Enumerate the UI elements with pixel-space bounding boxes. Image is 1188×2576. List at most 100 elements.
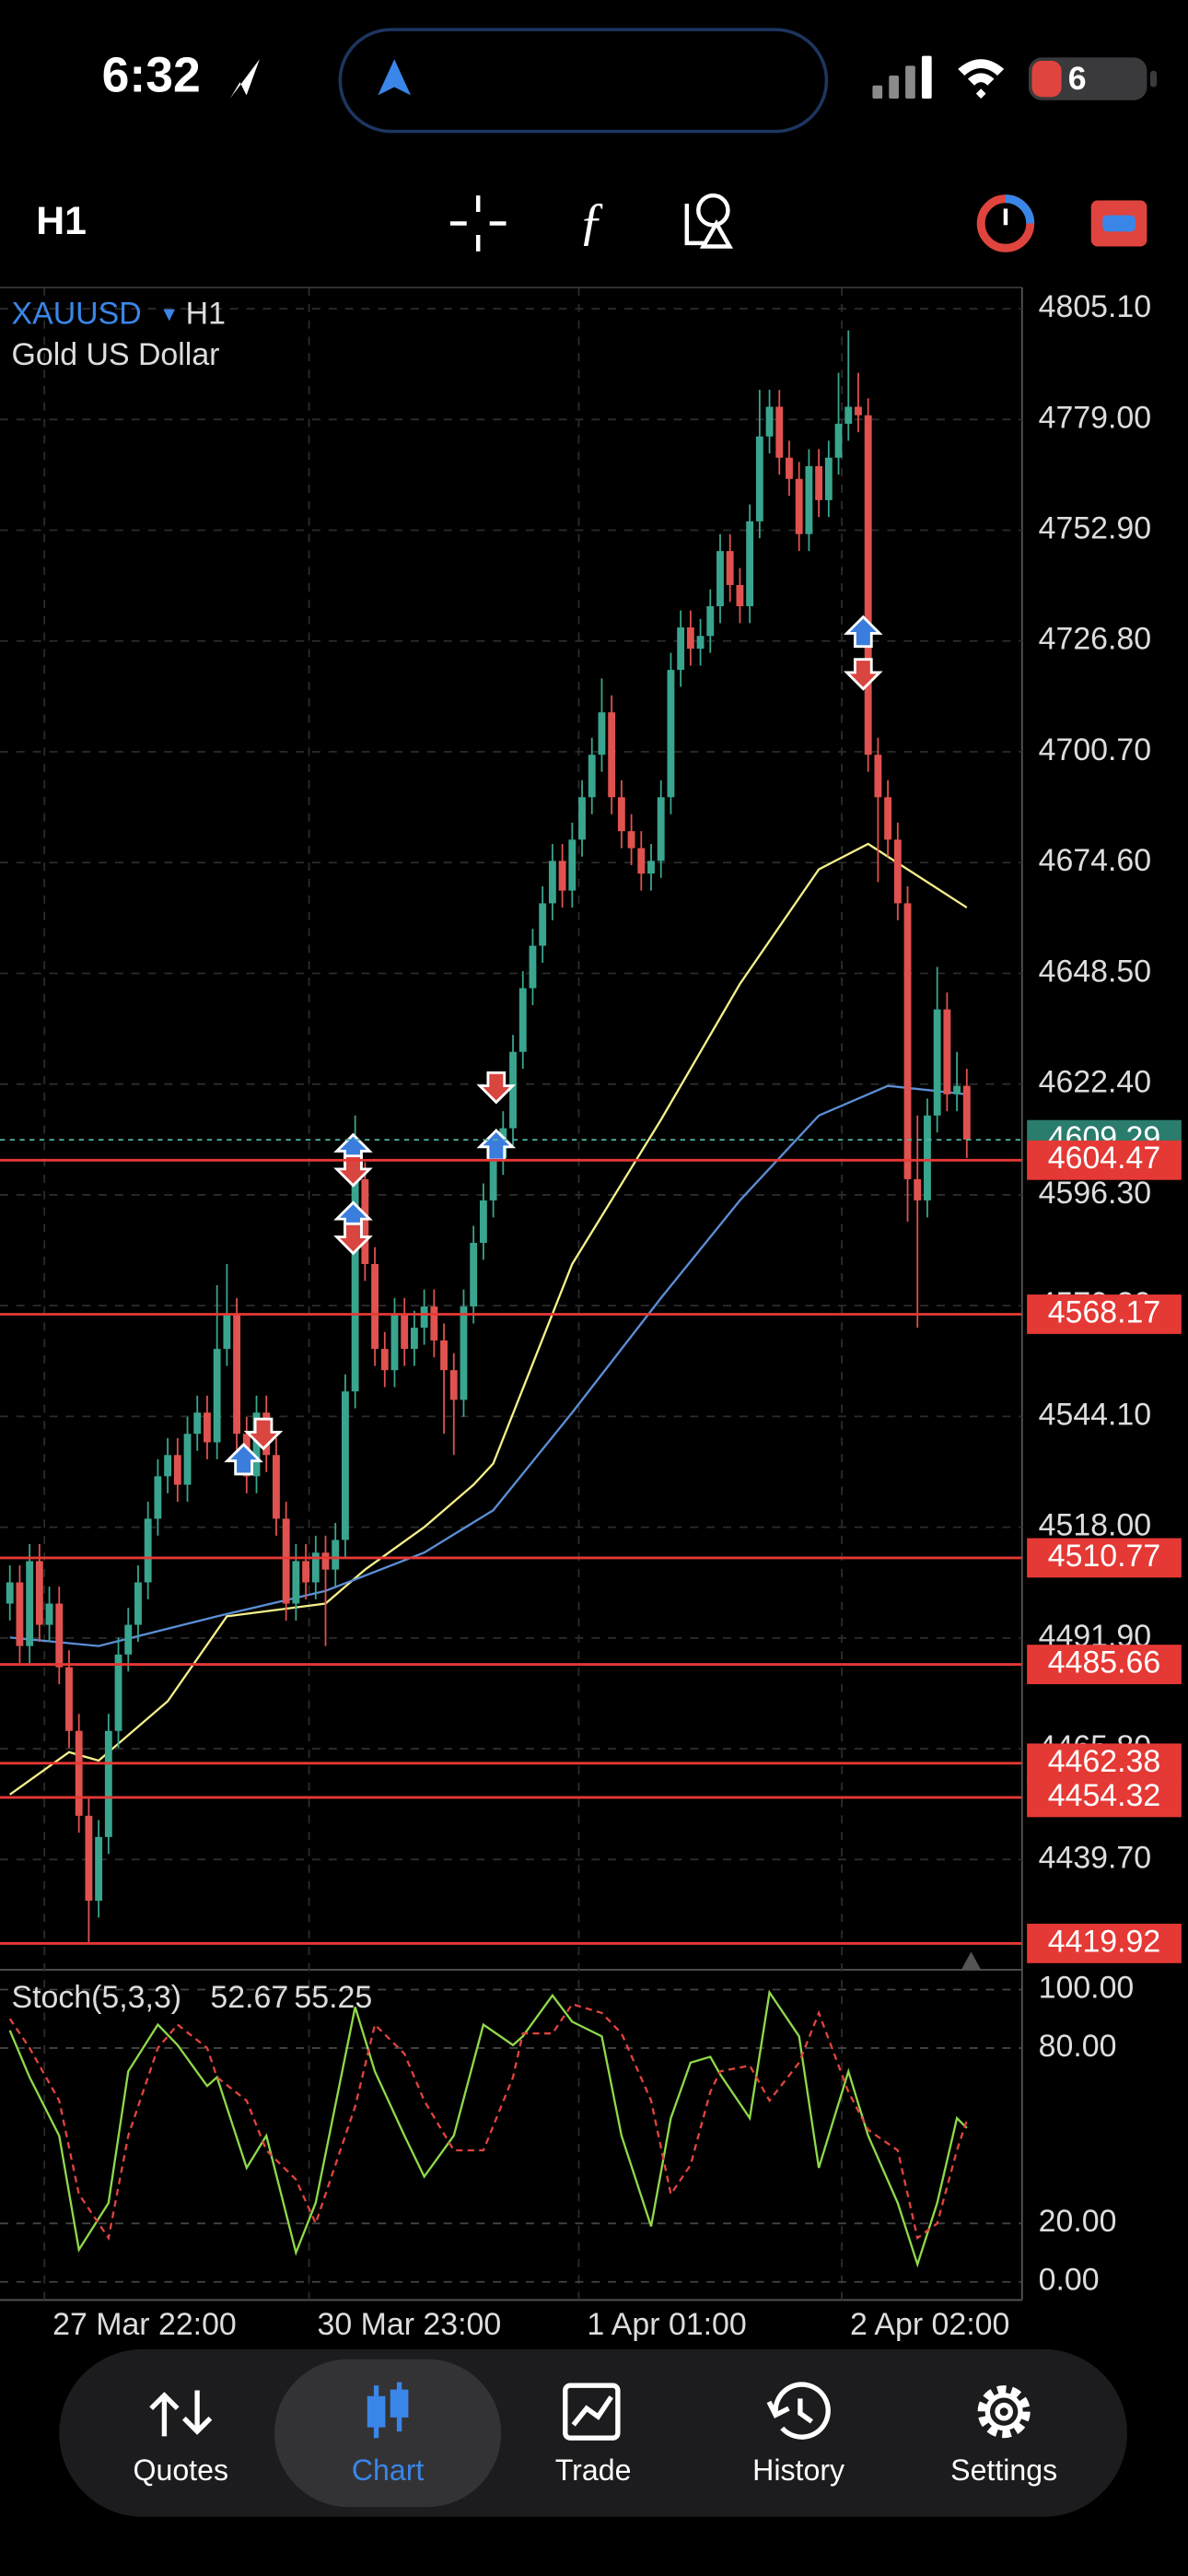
stoch-main-value: 52.67 bbox=[210, 1980, 288, 2015]
candle-body bbox=[233, 1315, 241, 1434]
candle-body bbox=[420, 1306, 428, 1329]
candle-body bbox=[657, 797, 665, 861]
candle-body bbox=[449, 1370, 458, 1400]
y-tick-label: 4648.50 bbox=[1039, 954, 1151, 989]
candle-body bbox=[647, 861, 655, 874]
clock: 6:32 bbox=[102, 49, 201, 103]
candle-body bbox=[637, 848, 646, 874]
clock-icon[interactable] bbox=[976, 194, 1035, 252]
y-tick-label: 20.00 bbox=[1039, 2204, 1117, 2239]
candle-body bbox=[884, 797, 892, 840]
candle-body bbox=[193, 1412, 202, 1434]
x-tick-label: 30 Mar 23:00 bbox=[318, 2307, 502, 2342]
candle-body bbox=[401, 1315, 409, 1350]
level-label: 4485.66 bbox=[1048, 1645, 1160, 1680]
stoch-line bbox=[8, 2002, 968, 2242]
quotes-icon[interactable] bbox=[149, 2390, 213, 2437]
objects-icon[interactable] bbox=[684, 193, 734, 249]
y-tick-label: 4805.10 bbox=[1039, 289, 1151, 324]
tab-label[interactable]: Settings bbox=[950, 2453, 1057, 2487]
candle-body bbox=[380, 1349, 389, 1371]
trade-arrow bbox=[333, 1222, 373, 1256]
candle-body bbox=[855, 406, 862, 416]
candle-body bbox=[667, 670, 675, 798]
panel-handle[interactable] bbox=[961, 1951, 982, 1971]
candle-body bbox=[154, 1476, 162, 1519]
history-icon[interactable] bbox=[766, 2382, 831, 2440]
battery-tip bbox=[1149, 70, 1158, 88]
chart-icon[interactable] bbox=[367, 2382, 409, 2439]
candle-body bbox=[65, 1667, 73, 1731]
candle-body bbox=[815, 465, 823, 500]
tab-label[interactable]: Quotes bbox=[134, 2453, 229, 2487]
candle-body bbox=[26, 1561, 34, 1646]
crosshair-icon[interactable] bbox=[449, 195, 507, 252]
candle-body bbox=[104, 1730, 112, 1837]
indicators-icon[interactable]: ƒ bbox=[578, 193, 605, 251]
level-label: 4568.17 bbox=[1048, 1294, 1160, 1329]
level-box bbox=[1027, 1777, 1182, 1818]
battery-level bbox=[1031, 60, 1062, 98]
candle-body bbox=[35, 1561, 43, 1625]
candle-body bbox=[696, 636, 705, 650]
settings-icon[interactable] bbox=[977, 2385, 1031, 2439]
candle-body bbox=[124, 1624, 133, 1655]
level-label: 4604.47 bbox=[1048, 1141, 1160, 1176]
trade-arrow bbox=[333, 1154, 373, 1188]
candle-body bbox=[914, 1178, 922, 1200]
tab-label[interactable]: History bbox=[752, 2453, 844, 2487]
timeframe-button[interactable]: H1 bbox=[36, 199, 87, 243]
tab-label[interactable]: Chart bbox=[352, 2453, 425, 2487]
trade-icon[interactable] bbox=[1090, 200, 1147, 247]
y-tick-label: 80.00 bbox=[1039, 2029, 1117, 2064]
candle-body bbox=[144, 1518, 152, 1583]
symbol[interactable]: XAUUSD bbox=[11, 296, 141, 331]
level-box bbox=[1027, 1538, 1182, 1578]
candle-body bbox=[470, 1242, 478, 1307]
candle-body bbox=[183, 1434, 192, 1485]
grid bbox=[0, 287, 1022, 2301]
y-tick-label: 4752.90 bbox=[1039, 511, 1151, 546]
location-icon bbox=[229, 59, 260, 99]
level-box bbox=[1027, 1924, 1182, 1963]
candle-body bbox=[311, 1552, 320, 1583]
tab-label[interactable]: Trade bbox=[555, 2453, 632, 2487]
trade-tab-icon[interactable] bbox=[563, 2383, 621, 2441]
candle-body bbox=[686, 627, 694, 650]
candle-body bbox=[321, 1552, 330, 1570]
candle-body bbox=[351, 1178, 359, 1392]
candle-body bbox=[706, 606, 715, 637]
y-tick-label: 0.00 bbox=[1039, 2263, 1100, 2298]
nav-arrow bbox=[378, 59, 412, 96]
y-tick-label: 4596.30 bbox=[1039, 1176, 1151, 1211]
candle-body bbox=[716, 551, 724, 607]
candle-body bbox=[440, 1340, 448, 1371]
axis: 27 Mar 22:00 30 Mar 23:00 1 Apr 01:00 2 Apr… bbox=[52, 289, 1182, 2342]
y-tick-label: 4544.10 bbox=[1039, 1397, 1151, 1432]
trade-arrow bbox=[844, 615, 883, 649]
candle-body bbox=[924, 1115, 931, 1200]
candle-body bbox=[529, 945, 537, 989]
trade-arrow bbox=[243, 1417, 284, 1451]
candle-body bbox=[598, 712, 606, 755]
candle-body bbox=[16, 1582, 24, 1646]
candle-body bbox=[509, 1051, 517, 1129]
candle-body bbox=[578, 797, 586, 840]
y-tick-label: 4779.00 bbox=[1039, 400, 1151, 435]
candle-body bbox=[874, 755, 882, 798]
candle-body bbox=[164, 1455, 172, 1477]
level-box bbox=[1027, 1140, 1182, 1180]
x-tick-label: 2 Apr 02:00 bbox=[850, 2307, 1009, 2342]
candle-body bbox=[55, 1603, 64, 1668]
symbol-description: Gold US Dollar bbox=[11, 337, 219, 372]
candle-body bbox=[213, 1349, 221, 1443]
stoch-title: Stoch(5,3,3) bbox=[11, 1980, 181, 2015]
candle-body bbox=[608, 712, 616, 798]
wifi bbox=[958, 59, 1005, 99]
stoch-signal-value: 55.25 bbox=[294, 1980, 372, 2015]
candle-body bbox=[273, 1455, 280, 1519]
candle-body bbox=[558, 861, 566, 891]
symbol-dropdown[interactable]: ▼ bbox=[159, 303, 179, 325]
